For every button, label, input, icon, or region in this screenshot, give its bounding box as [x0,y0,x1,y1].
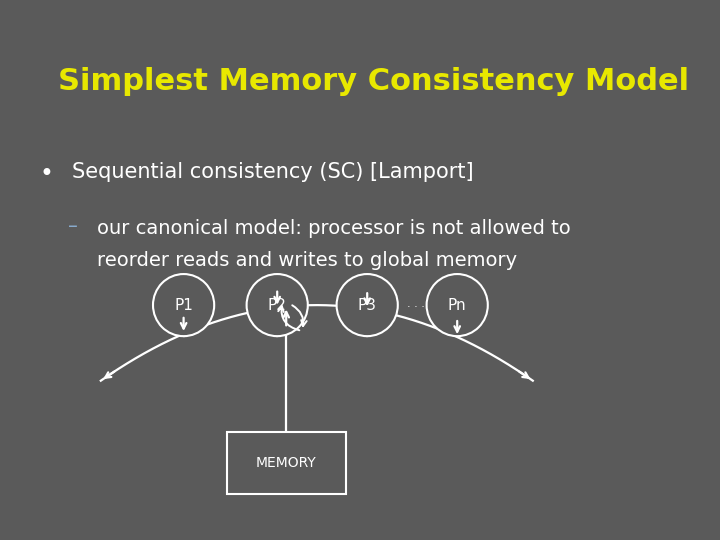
Text: •: • [40,162,53,186]
Text: Simplest Memory Consistency Model: Simplest Memory Consistency Model [58,68,689,97]
Text: P2: P2 [268,298,287,313]
Text: P3: P3 [358,298,377,313]
Text: P1: P1 [174,298,193,313]
Ellipse shape [336,274,397,336]
Text: our canonical model: processor is not allowed to: our canonical model: processor is not al… [97,219,571,238]
Text: . . .: . . . [407,299,424,309]
Ellipse shape [153,274,215,336]
Text: reorder reads and writes to global memory: reorder reads and writes to global memor… [97,251,518,270]
Bar [227,432,346,494]
Text: –: – [68,217,78,236]
Ellipse shape [426,274,488,336]
Text: Sequential consistency (SC) [Lamport]: Sequential consistency (SC) [Lamport] [72,162,474,182]
Text: MEMORY: MEMORY [256,456,317,470]
Ellipse shape [246,274,308,336]
Text: Pn: Pn [448,298,467,313]
